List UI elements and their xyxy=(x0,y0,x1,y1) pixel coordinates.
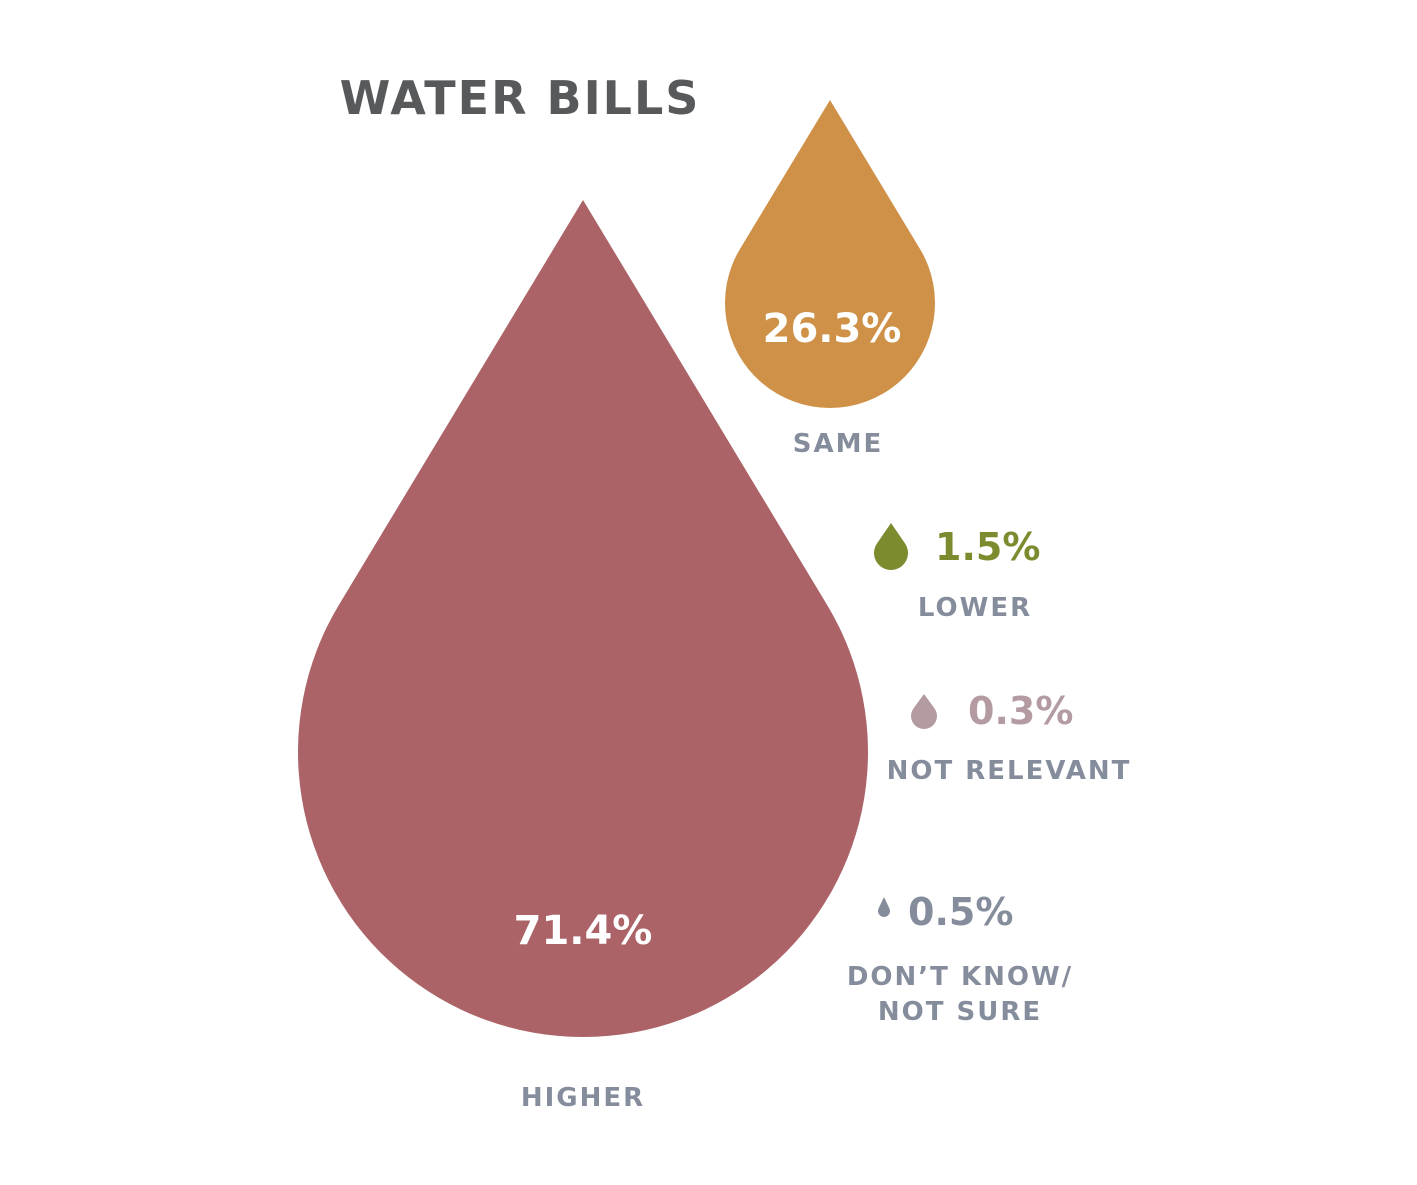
drop-dont_know xyxy=(878,897,891,918)
value-label-same: 26.3% xyxy=(763,306,902,352)
drop-higher xyxy=(298,200,868,1038)
drop-lower xyxy=(874,523,908,570)
category-label-dont_know: NOT SURE xyxy=(878,997,1042,1027)
category-label-dont_know: DON’T KNOW/ xyxy=(847,962,1073,992)
chart-title: WATER BILLS xyxy=(340,71,701,125)
drop-not_relevant xyxy=(911,694,938,730)
drop-same xyxy=(725,100,935,408)
value-label-lower: 1.5% xyxy=(935,525,1040,569)
category-label-lower: LOWER xyxy=(918,593,1032,623)
value-label-dont_know: 0.5% xyxy=(908,890,1013,934)
category-label-not_relevant: NOT RELEVANT xyxy=(887,756,1132,786)
category-label-higher: HIGHER xyxy=(521,1083,645,1113)
value-label-higher: 71.4% xyxy=(514,908,653,954)
category-label-same: SAME xyxy=(793,429,883,459)
value-label-not_relevant: 0.3% xyxy=(968,689,1073,733)
